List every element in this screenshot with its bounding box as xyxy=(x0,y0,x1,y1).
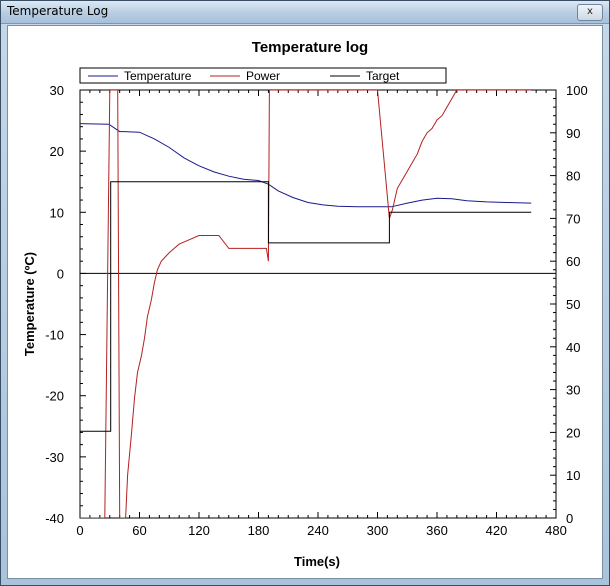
plot-frame xyxy=(79,89,557,519)
series-power-line xyxy=(80,90,532,518)
y-axis-label: Temperature (ºC) xyxy=(22,252,37,356)
x-tick-label: 480 xyxy=(545,523,567,538)
window-titlebar[interactable]: Temperature Log x xyxy=(1,1,609,24)
y-tick-label: -20 xyxy=(45,389,64,404)
x-tick-label: 180 xyxy=(248,523,270,538)
x-tick-label: 60 xyxy=(132,523,146,538)
y-tick-label: -40 xyxy=(45,511,64,526)
y-tick-label: 20 xyxy=(50,144,64,159)
y2-tick-label: 20 xyxy=(566,425,580,440)
plot-area: 0 60 120 180 240 300 360 420 4803020100-10-20-30… xyxy=(45,83,588,538)
y2-tick-label: 10 xyxy=(566,468,580,483)
y2-tick-label: 40 xyxy=(566,340,580,355)
legend-label-temperature: Temperature xyxy=(124,69,192,83)
legend-label-power: Power xyxy=(246,69,280,83)
series-temperature-line xyxy=(80,123,532,208)
y2-tick-label: 80 xyxy=(566,169,580,184)
y2-tick-label: 30 xyxy=(566,383,580,398)
y-tick-label: -10 xyxy=(45,328,64,343)
x-tick-label: 0 xyxy=(76,523,83,538)
series-target-line xyxy=(80,181,532,432)
y2-tick-label: 0 xyxy=(566,511,573,526)
x-tick-label: 420 xyxy=(486,523,508,538)
chart-legend: Temperature Power Target xyxy=(79,67,447,84)
y2-tick-label: 50 xyxy=(566,297,580,312)
close-button[interactable]: x xyxy=(577,4,603,21)
y-tick-label: 30 xyxy=(50,83,64,98)
legend-box xyxy=(79,67,447,84)
y-tick-label: 0 xyxy=(57,266,64,281)
y2-tick-label: 100 xyxy=(566,83,588,98)
x-tick-label: 240 xyxy=(307,523,329,538)
x-axis-label: Time(s) xyxy=(294,554,340,569)
close-icon: x xyxy=(587,6,593,17)
x-tick-label: 120 xyxy=(188,523,210,538)
y-tick-label: -30 xyxy=(45,450,64,465)
chart-area: Temperature log Temperature Power Target 0… xyxy=(7,25,603,579)
x-tick-label: 300 xyxy=(367,523,389,538)
y-tick-label: 10 xyxy=(50,205,64,220)
y2-tick-label: 70 xyxy=(566,211,580,226)
y2-tick-label: 60 xyxy=(566,254,580,269)
window-title: Temperature Log xyxy=(7,4,109,18)
y2-tick-label: 90 xyxy=(566,126,580,141)
x-tick-label: 360 xyxy=(426,523,448,538)
legend-label-target: Target xyxy=(366,69,400,83)
chart-title: Temperature log xyxy=(252,39,368,56)
temperature-chart: Temperature log Temperature Power Target 0… xyxy=(22,39,588,569)
